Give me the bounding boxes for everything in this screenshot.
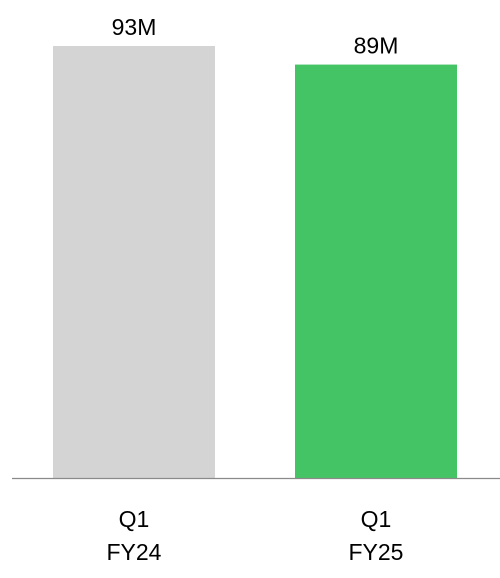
category-label-0-line-0: Q1 bbox=[119, 506, 150, 532]
bar-0 bbox=[53, 46, 215, 478]
category-label-0-line-1: FY24 bbox=[107, 539, 162, 565]
value-label-1: 89M bbox=[354, 33, 399, 59]
bars-layer bbox=[53, 46, 457, 479]
category-label-1-line-1: FY25 bbox=[349, 539, 404, 565]
bar-1 bbox=[295, 64, 457, 479]
category-label-1-line-0: Q1 bbox=[361, 506, 392, 532]
labels-layer: 93M Q1 FY24 89M Q1 FY25 bbox=[107, 14, 404, 565]
value-label-0: 93M bbox=[112, 14, 157, 40]
